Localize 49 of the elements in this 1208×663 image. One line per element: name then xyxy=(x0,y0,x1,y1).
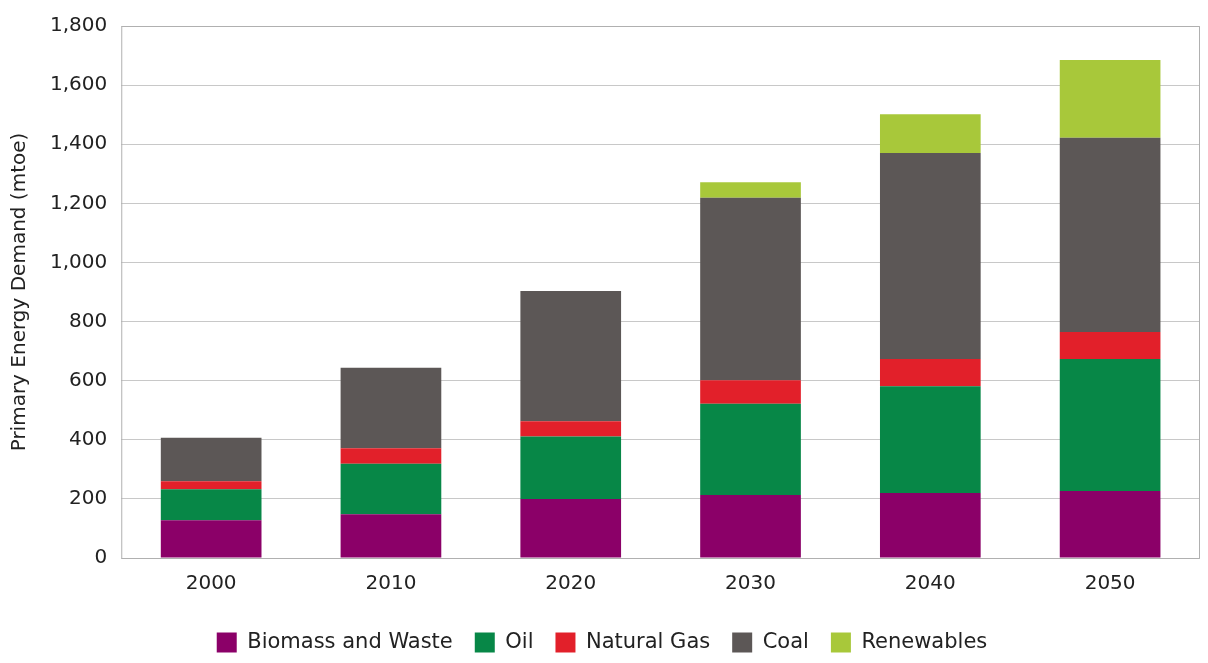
bar xyxy=(879,492,981,558)
bar xyxy=(700,380,801,404)
y-tick-label: 0 xyxy=(94,544,108,569)
bar xyxy=(160,481,262,490)
bar xyxy=(340,448,442,464)
bar xyxy=(879,359,981,387)
x-tick-label: 2010 xyxy=(365,570,417,595)
bar xyxy=(520,498,622,558)
bar xyxy=(879,114,981,154)
legend-label: Renewables xyxy=(861,628,988,653)
y-axis-title: Primary Energy Demand (mtoe) xyxy=(6,132,31,452)
y-tick-label: 1,400 xyxy=(49,130,108,155)
y-tick-label: 400 xyxy=(69,425,108,450)
bar xyxy=(520,421,622,437)
bar xyxy=(700,403,801,496)
y-tick-label: 1,600 xyxy=(49,71,108,96)
bar xyxy=(1059,331,1161,360)
y-tick-label: 1,000 xyxy=(49,248,108,273)
legend-label: Oil xyxy=(505,628,534,653)
x-tick-label: 2000 xyxy=(185,570,237,595)
bar xyxy=(700,182,801,198)
x-tick-label: 2050 xyxy=(1084,570,1136,595)
bar xyxy=(520,291,622,422)
bar xyxy=(340,367,442,449)
bar xyxy=(520,436,622,499)
bar xyxy=(879,386,981,493)
bar xyxy=(700,197,801,381)
bar xyxy=(340,514,442,558)
y-tick-label: 1,200 xyxy=(49,189,108,214)
bar xyxy=(160,520,262,558)
legend-label: Natural Gas xyxy=(585,628,711,653)
y-tick-label: 1,800 xyxy=(49,12,108,37)
bar xyxy=(1059,490,1161,558)
legend-label: Biomass and Waste xyxy=(247,628,453,653)
x-tick-label: 2030 xyxy=(725,570,776,595)
x-tick-label: 2040 xyxy=(904,570,956,595)
y-tick-label: 800 xyxy=(69,307,108,332)
x-tick-label: 2020 xyxy=(545,570,597,595)
bar xyxy=(160,437,262,482)
bar xyxy=(700,495,801,558)
bar xyxy=(160,489,262,521)
bar xyxy=(340,463,442,515)
bar xyxy=(1059,59,1161,138)
y-tick-label: 200 xyxy=(69,485,108,510)
bar xyxy=(879,153,981,360)
legend-label: Coal xyxy=(762,628,809,653)
y-tick-label: 600 xyxy=(69,366,108,391)
bar xyxy=(1059,359,1161,491)
bar xyxy=(1059,137,1161,332)
